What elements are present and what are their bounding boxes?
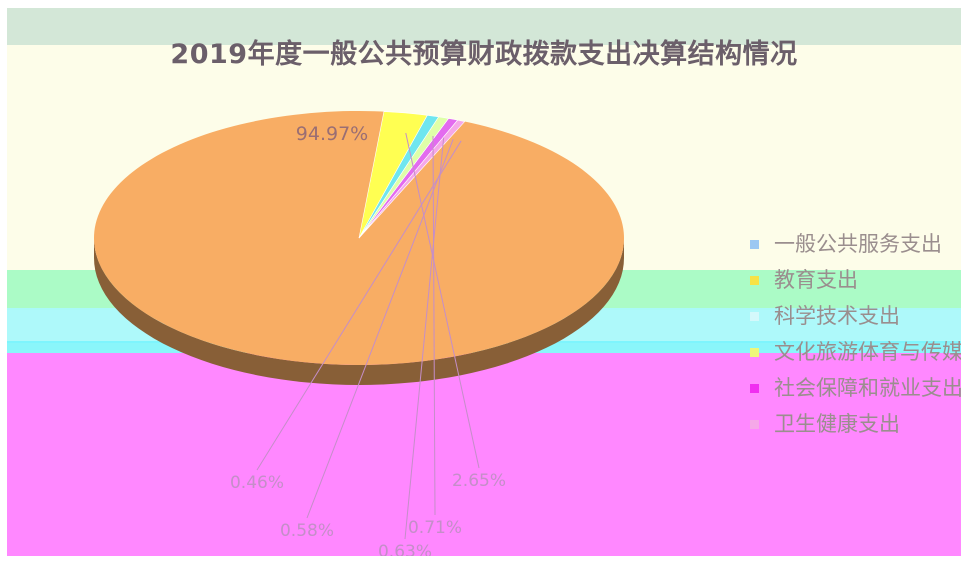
pie-side-wall (94, 238, 624, 385)
data-label-3: 0.63% (378, 542, 432, 556)
legend-label-2: 科学技术支出 (774, 304, 900, 328)
legend-swatch-2 (750, 312, 759, 321)
data-label-leader-1 (405, 132, 480, 469)
data-label-leader-3 (404, 137, 445, 540)
data-label-5: 0.46% (230, 473, 284, 493)
legend-label-5: 卫生健康支出 (774, 412, 900, 436)
chart-frame: 94.97% 2.65% 0.71% 0.63% 0.58% 0.46% 2019年度一般… (7, 8, 961, 556)
artifact-band-magenta (7, 353, 961, 556)
legend-label-0: 一般公共服务支出 (774, 232, 942, 256)
legend-swatch-4 (750, 384, 759, 393)
data-label-4: 0.58% (280, 521, 334, 541)
pie-chart: 94.97% 2.65% 0.71% 0.63% 0.58% 0.46% (93, 111, 624, 556)
data-label-leader-5 (256, 140, 462, 471)
legend-swatch-5 (750, 420, 759, 429)
chart-title: 2019年度一般公共预算财政拨款支出决算结构情况 (170, 39, 798, 70)
pie-slice-5 (358, 119, 466, 239)
legend-swatch-3 (750, 348, 759, 357)
data-label-2: 0.71% (408, 518, 462, 538)
legend-swatch-0 (750, 240, 759, 249)
data-label-1: 2.65% (452, 471, 506, 491)
title-band (7, 8, 961, 45)
legend-swatch-1 (750, 276, 759, 285)
data-label-leader-2 (432, 136, 436, 516)
legend-label-4: 社会保障和就业支出 (774, 376, 961, 400)
legend-label-3: 文化旅游体育与传媒支出 (774, 340, 961, 364)
legend-label-1: 教育支出 (774, 268, 858, 292)
data-label-0: 94.97% (296, 123, 368, 145)
data-label-leader-4 (306, 139, 454, 519)
